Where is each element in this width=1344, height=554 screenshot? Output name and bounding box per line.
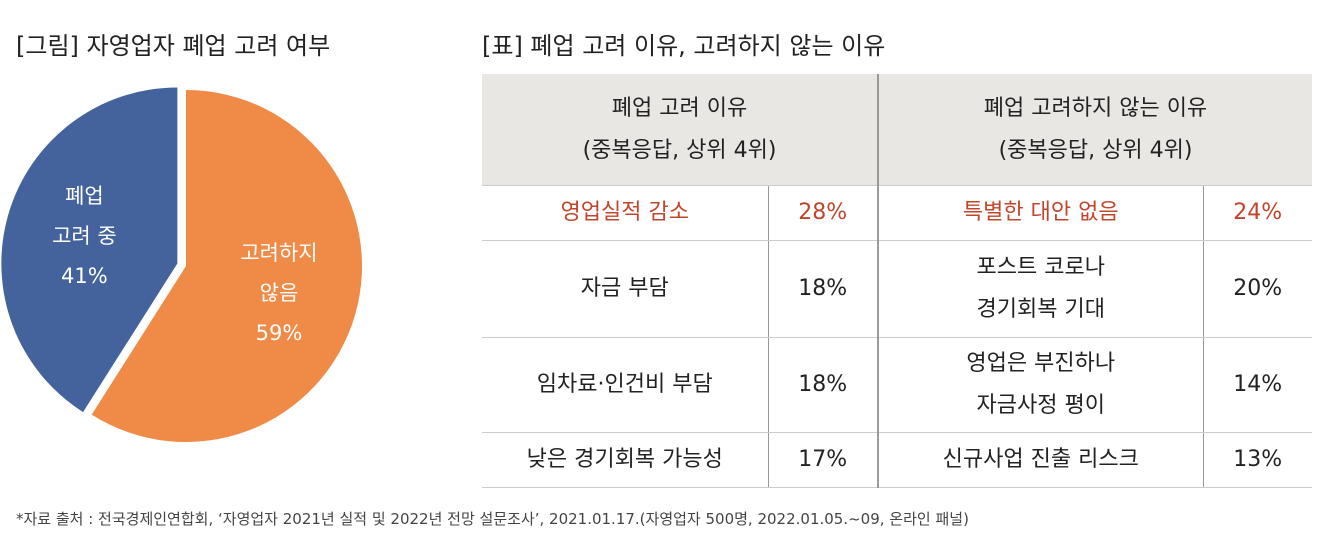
pie-chart [1, 87, 362, 442]
table-cell: 17% [767, 432, 878, 488]
table-header: 폐업 고려 이유 (중복응답, 상위 4위) [482, 74, 878, 186]
table-cell: 20% [1202, 240, 1312, 338]
table-cell: 14% [1202, 337, 1312, 433]
pie-slice [91, 90, 362, 442]
slice-value: 59% [255, 321, 303, 345]
footnote: *자료 출처 : 전국경제인연합회, ‘자영업자 2021년 실적 및 2022… [16, 510, 969, 528]
table-cell: 영업실적 감소 [482, 185, 768, 241]
table-cell: 자금 부담 [482, 240, 768, 338]
table-row: 영업실적 감소 28% 특별한 대안 없음 24% [482, 185, 1312, 241]
slice-label: 고려하지 않음 59% [209, 233, 349, 353]
table-row: 임차료·인건비 부담 18% 영업은 부진하나 자금사정 평이 14% [482, 337, 1312, 433]
slice-value: 41% [61, 264, 108, 289]
table-title: [표] 폐업 고려 이유, 고려하지 않는 이유 [482, 32, 886, 60]
table-header: 폐업 고려하지 않는 이유 (중복응답, 상위 4위) [877, 74, 1312, 186]
table-cell: 특별한 대안 없음 [877, 185, 1203, 241]
table-cell: 낮은 경기회복 가능성 [482, 432, 768, 488]
slice-label: 폐업 고려 중 41% [14, 176, 154, 296]
slice-name: 고려하지 않음 [240, 241, 318, 305]
table-cell: 18% [767, 240, 878, 338]
pie-slice [1, 87, 178, 413]
table: 폐업 고려 이유 (중복응답, 상위 4위) 폐업 고려하지 않는 이유 (중복… [482, 74, 1312, 488]
table-cell: 포스트 코로나 경기회복 기대 [877, 240, 1203, 338]
slice-name: 폐업 고려 중 [52, 184, 117, 249]
table-cell: 임차료·인건비 부담 [482, 337, 768, 433]
chart-title: [그림] 자영업자 폐업 고려 여부 [16, 32, 331, 60]
table-row: 자금 부담 18% 포스트 코로나 경기회복 기대 20% [482, 240, 1312, 338]
table-cell: 28% [767, 185, 878, 241]
table-cell: 영업은 부진하나 자금사정 평이 [877, 337, 1203, 433]
table-cell: 신규사업 진출 리스크 [877, 432, 1203, 488]
table-cell: 13% [1202, 432, 1312, 488]
table-cell: 24% [1202, 185, 1312, 241]
table-row: 낮은 경기회복 가능성 17% 신규사업 진출 리스크 13% [482, 432, 1312, 488]
table-cell: 18% [767, 337, 878, 433]
